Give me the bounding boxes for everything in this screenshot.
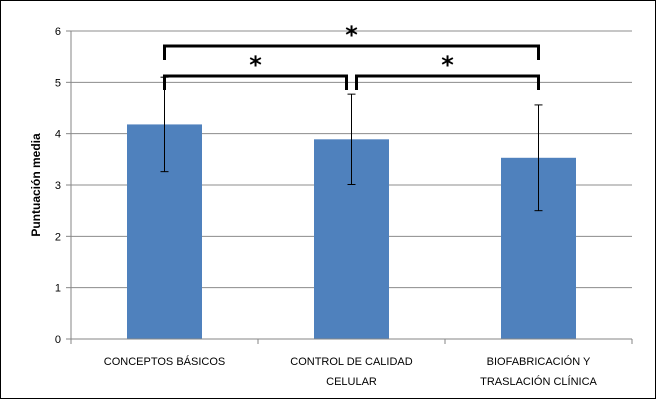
y-tick-label-5: 5 (55, 77, 61, 89)
x-category-label-1-line-1: CONCEPTOS BÁSICOS (104, 355, 225, 368)
significance-star-2: * (441, 51, 454, 79)
x-category-label-3-line-2: TRASLACIÓN CLÍNICA (480, 375, 597, 388)
y-tick-label-1: 1 (55, 283, 61, 295)
y-axis-title: Puntuación media (29, 133, 43, 237)
y-tick-label-6: 6 (55, 26, 61, 38)
y-tick-label-2: 2 (55, 231, 61, 243)
x-category-label-3-line-1: BIOFABRICACIÓN Y (487, 355, 591, 368)
y-tick-label-4: 4 (55, 129, 61, 141)
significance-bracket-2 (355, 74, 540, 90)
significance-bracket-1 (163, 74, 348, 90)
significance-bracket-3 (163, 44, 540, 60)
y-tick-label-0: 0 (55, 334, 61, 346)
y-tick-label-3: 3 (55, 180, 61, 192)
significance-star-1: * (249, 51, 262, 79)
x-category-label-2-line-1: CONTROL DE CALIDAD (290, 356, 413, 368)
significance-star-3: * (345, 21, 358, 49)
x-category-label-2-line-2: CELULAR (326, 376, 377, 388)
